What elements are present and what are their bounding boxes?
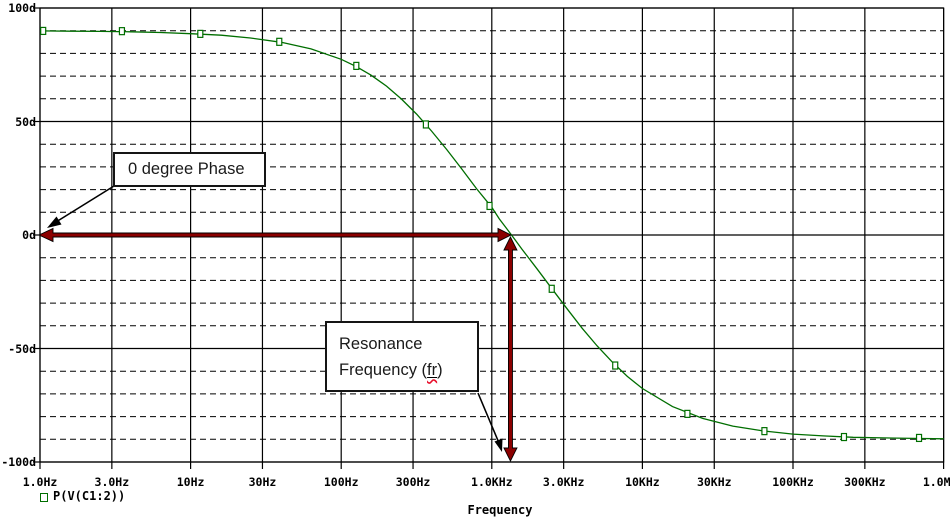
- fr-term: fr: [427, 360, 438, 379]
- y-tick-label: 50d: [15, 114, 36, 129]
- x-tick-label: 100KHz: [772, 475, 814, 489]
- phase-trace-curve[interactable]: [39, 30, 944, 440]
- y-tick-label: -50d: [8, 341, 36, 356]
- y-tick-label: 0d: [22, 228, 36, 242]
- zero-phase-annotation-text: 0 degree Phase: [128, 160, 245, 178]
- y-tick-label: -100d: [1, 455, 36, 469]
- resonance-annotation-line1: Resonance: [339, 334, 423, 353]
- phase-callout-line: [55, 185, 115, 223]
- trace-data-marker: [548, 284, 555, 293]
- legend-trace-selector[interactable]: P(V(C1:2)): [40, 489, 125, 503]
- trace-data-marker: [915, 433, 923, 443]
- x-axis-title: Frequency: [467, 503, 533, 517]
- trace-data-marker: [840, 432, 848, 442]
- x-tick-label: 1.0KHz: [471, 475, 513, 489]
- trace-data-marker: [486, 201, 493, 211]
- trace-data-marker: [761, 427, 768, 436]
- trace-data-marker: [353, 61, 360, 70]
- y-tick-label: 100d: [8, 1, 36, 15]
- resonance-frequency-arrow[interactable]: [503, 235, 518, 463]
- trace-data-marker: [276, 37, 283, 46]
- trace-data-marker: [422, 120, 429, 129]
- resonance-annotation-box[interactable]: Resonance Frequency (fr): [325, 321, 479, 392]
- x-tick-label: 30KHz: [696, 475, 732, 489]
- trace-data-marker: [684, 409, 691, 418]
- trace-data-marker: [197, 29, 204, 38]
- zero-phase-arrow[interactable]: [37, 227, 513, 243]
- trace-square-marker-icon: [40, 492, 48, 502]
- x-tick-label: 300KHz: [844, 475, 886, 489]
- x-tick-label: 30Hz: [248, 475, 277, 489]
- resonance-callout-arrowhead-icon: [494, 438, 503, 452]
- x-tick-label: 3.0KHz: [542, 475, 585, 489]
- legend-trace-label: P(V(C1:2)): [53, 489, 126, 503]
- trace-data-marker: [40, 26, 47, 36]
- x-tick-label: 1.0Hz: [22, 475, 58, 489]
- x-tick-label: 10KHz: [625, 475, 660, 489]
- x-tick-label: 1.0MHz: [922, 475, 950, 489]
- resonance-annotation-line2: Frequency (fr): [339, 360, 443, 379]
- x-tick-label: 10Hz: [176, 475, 205, 489]
- phase-callout-arrowhead-icon: [47, 216, 62, 228]
- x-tick-label: 100Hz: [323, 475, 359, 489]
- x-tick-label: 300Hz: [395, 475, 431, 489]
- resonance-callout-line: [477, 392, 500, 444]
- x-tick-label: 3.0Hz: [94, 475, 130, 489]
- zero-phase-annotation-box[interactable]: 0 degree Phase: [113, 152, 266, 187]
- trace-data-marker: [118, 27, 126, 36]
- trace-data-marker: [612, 361, 619, 370]
